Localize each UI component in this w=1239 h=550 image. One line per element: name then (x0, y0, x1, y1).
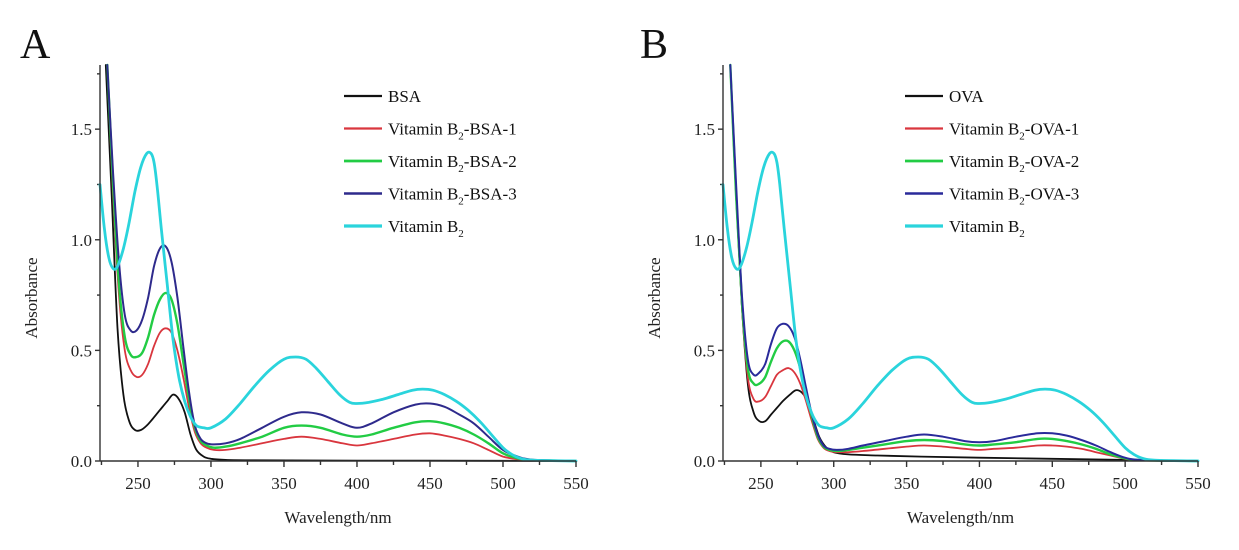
legend-label: Vitamin B2 (388, 217, 464, 240)
axes: 250 300 350 400 450 500 550 (722, 65, 1211, 493)
panel-label-b: B (640, 22, 668, 68)
panel-a: A 0.0 0.5 1.0 1.5 250 300 350 400 450 500 550 BSA… (20, 22, 589, 527)
x-tick-label: 400 (967, 474, 993, 493)
legend-label: Vitamin B2-OVA-2 (949, 152, 1079, 175)
y-tick-label: 1.0 (694, 231, 715, 250)
x-tick-label: 350 (894, 474, 920, 493)
legend-item: Vitamin B2-OVA-3 (905, 185, 1079, 208)
x-tick-label: 250 (125, 474, 151, 493)
legend-item: OVA (905, 87, 984, 106)
y-axis-label: Absorbance (645, 257, 664, 338)
legend-item: Vitamin B2-BSA-1 (344, 120, 517, 143)
series-line-vitamin-b2-ova-3 (729, 64, 1199, 462)
x-tick-label: 550 (1185, 474, 1211, 493)
x-tick-label: 550 (563, 474, 589, 493)
y-ticks: 0.0 0.5 1.0 1.5 (71, 73, 100, 471)
legend: OVA Vitamin B2-OVA-1 Vitamin B2-OVA-2 Vitam… (905, 87, 1079, 240)
x-axis-label: Wavelength/nm (284, 508, 391, 527)
legend-item: Vitamin B2-OVA-2 (905, 152, 1079, 175)
legend-item: Vitamin B2-BSA-2 (344, 152, 517, 175)
x-tick-label: 500 (1112, 474, 1138, 493)
legend-item: BSA (344, 87, 422, 106)
legend-label: OVA (949, 87, 984, 106)
series-line-ova (729, 64, 1199, 462)
series-line-vitamin-b2-bsa-3 (106, 64, 577, 462)
y-tick-label: 0.0 (694, 452, 715, 471)
y-tick-label: 0.5 (71, 341, 92, 360)
series-line-vitamin-b2-bsa-2 (106, 63, 578, 463)
x-axis-label: Wavelength/nm (907, 508, 1014, 527)
legend-label: Vitamin B2 (949, 217, 1025, 240)
series-line-vitamin-b2-ova-1 (729, 64, 1199, 462)
y-tick-label: 1.0 (71, 231, 92, 250)
y-ticks: 0.0 0.5 1.0 1.5 (694, 73, 723, 471)
legend-label: Vitamin B2-OVA-1 (949, 120, 1079, 143)
x-tick-label: 400 (344, 474, 370, 493)
x-tick-label: 250 (748, 474, 774, 493)
x-tick-label: 450 (1040, 474, 1066, 493)
legend-item: Vitamin B2-BSA-3 (344, 185, 517, 208)
y-tick-label: 1.5 (71, 120, 92, 139)
legend-item: Vitamin B2 (344, 217, 464, 240)
x-tick-label: 350 (271, 474, 297, 493)
y-tick-label: 0.5 (694, 341, 715, 360)
legend-item: Vitamin B2 (905, 217, 1025, 240)
axes: 250 300 350 400 450 500 550 (99, 65, 589, 493)
x-tick-label: 500 (490, 474, 516, 493)
x-tick-label: 300 (821, 474, 847, 493)
legend-label: Vitamin B2-BSA-3 (388, 185, 517, 208)
curves (721, 63, 1200, 463)
y-tick-label: 0.0 (71, 452, 92, 471)
series-line-vitamin-b2 (98, 150, 578, 463)
legend-label: BSA (388, 87, 422, 106)
y-tick-label: 1.5 (694, 120, 715, 139)
x-tick-label: 450 (417, 474, 443, 493)
legend-label: Vitamin B2-BSA-1 (388, 120, 517, 143)
panel-b: B 0.0 0.5 1.0 1.5 250 300 350 400 450 500 550 OVA… (640, 22, 1211, 527)
y-axis-label: Absorbance (22, 257, 41, 338)
legend-item: Vitamin B2-OVA-1 (905, 120, 1079, 143)
panel-label-a: A (20, 22, 51, 68)
legend-label: Vitamin B2-BSA-2 (388, 152, 517, 175)
curves (98, 63, 578, 463)
series-line-vitamin-b2 (721, 150, 1200, 463)
legend: BSA Vitamin B2-BSA-1 Vitamin B2-BSA-2 Vitam… (344, 87, 517, 240)
x-tick-label: 300 (198, 474, 224, 493)
legend-label: Vitamin B2-OVA-3 (949, 185, 1079, 208)
series-line-bsa (104, 64, 577, 462)
series-line-vitamin-b2-ova-2 (729, 63, 1200, 463)
series-line-vitamin-b2-bsa-1 (106, 64, 577, 462)
